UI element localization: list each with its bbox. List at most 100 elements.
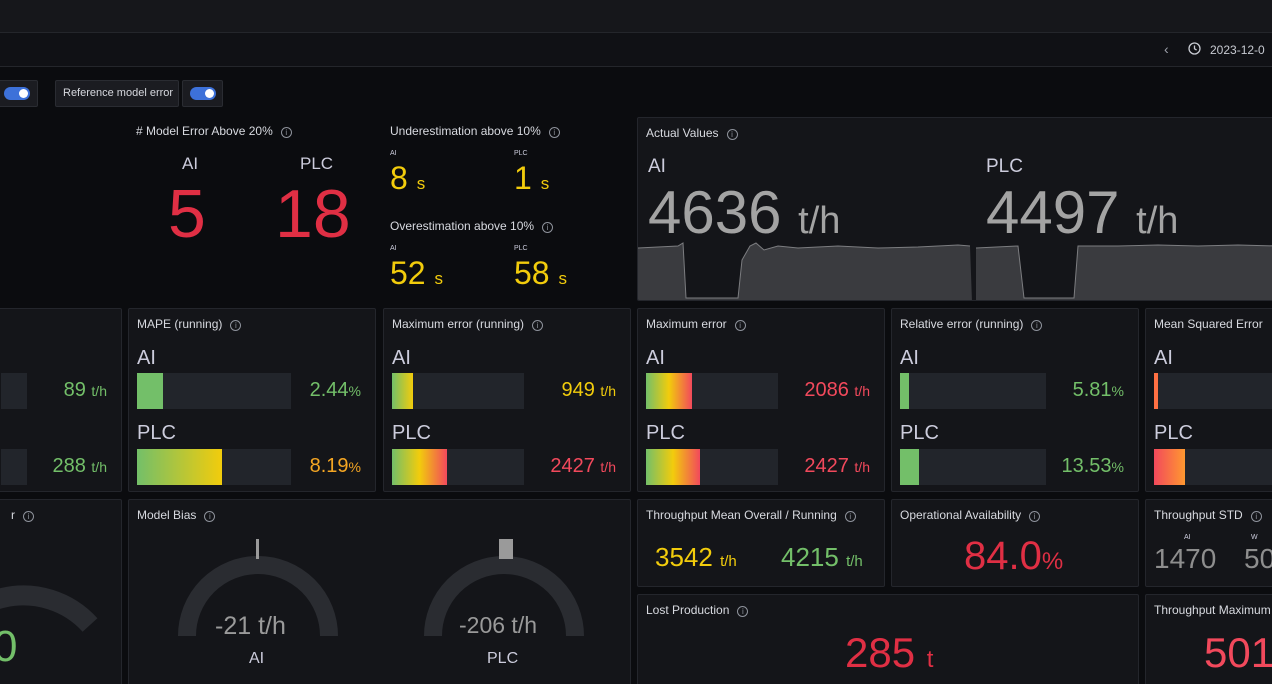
throughput-overall-value: 3542 t/h	[655, 542, 737, 572]
plc-bias-value: -206 t/h	[459, 612, 537, 638]
under-plc-value: 1 s	[514, 160, 550, 196]
re-ai-label: AI	[900, 347, 919, 369]
std-second-value: 50	[1244, 543, 1272, 574]
reference-error-toggle[interactable]	[182, 80, 223, 107]
mse-ai-label: AI	[1154, 347, 1173, 369]
mape-ai-value: 2.44%	[309, 379, 361, 401]
info-icon[interactable]: i	[548, 127, 560, 138]
over-ai-value: 52 s	[390, 255, 443, 291]
info-icon[interactable]: i	[737, 606, 749, 617]
mse-title: Mean Squared Error	[1154, 317, 1263, 331]
model-error-title: # Model Error Above 20% i	[136, 124, 292, 138]
mape-plc-bar	[137, 449, 222, 485]
actual-ai-label: AI	[648, 156, 666, 177]
mer-plc-label: PLC	[392, 422, 431, 444]
throughput-mean-panel: Throughput Mean Overall / Running i 3542 …	[637, 499, 885, 587]
relative-error-title: Relative error (running)	[900, 317, 1024, 331]
model-bias-panel: Model Bias i -21 t/h AI -206 t/h PLC	[128, 499, 631, 684]
mape-ai-label: AI	[137, 347, 156, 369]
info-icon[interactable]: i	[280, 127, 292, 138]
mse-panel: Mean Squared Error AI PLC	[1145, 308, 1272, 492]
me-plc-track	[646, 449, 778, 485]
info-icon[interactable]: i	[1250, 511, 1262, 522]
ai-bias-gauge	[178, 539, 338, 637]
throughput-std-title: Throughput STD	[1154, 508, 1243, 522]
left-ai-value: 89 t/h	[63, 379, 107, 401]
chevron-left-icon[interactable]: ‹	[1164, 41, 1169, 57]
relative-error-panel: Relative error (running) i AI 5.81% PLC 1…	[891, 308, 1139, 492]
availability-panel: Operational Availability i 84.0%	[891, 499, 1139, 587]
model-error-ai-label: AI	[182, 154, 199, 173]
max-error-running-panel: Maximum error (running) i AI 949 t/h PLC …	[383, 308, 631, 492]
info-icon[interactable]: i	[844, 511, 856, 522]
info-icon[interactable]: i	[23, 511, 34, 522]
toggle-switch[interactable]	[4, 87, 30, 100]
me-ai-value: 2086 t/h	[804, 379, 870, 401]
mape-ai-track	[137, 373, 291, 409]
mape-plc-track	[137, 449, 291, 485]
re-plc-value: 13.53%	[1061, 455, 1124, 477]
time-range-picker[interactable]: 2023-12-0	[1210, 43, 1265, 57]
plc-bias-label: PLC	[487, 650, 519, 667]
ai-bar-track	[1, 373, 27, 409]
me-plc-value: 2427 t/h	[804, 455, 870, 477]
me-ai-label: AI	[646, 347, 665, 369]
under-plc-label: PLC	[514, 150, 528, 157]
info-icon[interactable]: i	[532, 320, 544, 331]
toggle-switch[interactable]	[190, 87, 216, 100]
mape-panel: MAPE (running) i AI 2.44% PLC 8.19%	[128, 308, 376, 492]
throughput-max-title: Throughput Maximum	[1154, 603, 1271, 617]
top-navbar	[0, 0, 1272, 33]
model-error-plc-label: PLC	[300, 154, 334, 173]
max-error-title: Maximum error	[646, 317, 727, 331]
mer-plc-track	[392, 449, 524, 485]
std-second-label: W	[1251, 534, 1258, 541]
re-ai-bar	[900, 373, 909, 409]
info-icon[interactable]: i	[542, 222, 554, 233]
under-ai-label: AI	[390, 150, 397, 157]
actual-values-title: Actual Values i	[646, 126, 738, 140]
bar-gauge-panel-cut: 89 t/h 288 t/h	[0, 308, 122, 492]
variable-toggle-cut[interactable]	[0, 80, 38, 107]
actual-ai-value: 4636 t/h	[648, 179, 841, 246]
re-ai-value: 5.81%	[1072, 379, 1124, 401]
gauge-panel-cut: ri 0	[0, 499, 122, 684]
re-ai-track	[900, 373, 1046, 409]
mer-ai-track	[392, 373, 524, 409]
info-icon[interactable]: i	[734, 320, 746, 331]
mer-ai-value: 949 t/h	[561, 379, 616, 401]
info-icon[interactable]: i	[726, 129, 738, 140]
mape-plc-value: 8.19%	[309, 455, 361, 477]
clock-icon[interactable]	[1188, 42, 1201, 60]
max-error-panel: Maximum error i AI 2086 t/h PLC 2427 t/h	[637, 308, 885, 492]
mer-plc-value: 2427 t/h	[550, 455, 616, 477]
dashboard-toolbar: ‹ 2023-12-0	[0, 33, 1272, 67]
variable-label-reference-error: Reference model error	[55, 80, 179, 107]
ai-bias-value: -21 t/h	[215, 612, 286, 640]
underestimation-title: Underestimation above 10% i	[390, 124, 560, 138]
std-ai-label: AI	[1184, 534, 1191, 541]
max-error-running-title: Maximum error (running)	[392, 317, 525, 331]
actual-values-panel: Actual Values i AI PLC 4636 t/h 4497 t/h	[637, 117, 1272, 301]
lost-production-title: Lost Production	[646, 603, 730, 617]
model-error-ai-value: 5	[168, 176, 206, 252]
info-icon[interactable]: i	[204, 511, 216, 522]
me-plc-bar	[646, 449, 701, 485]
over-plc-label: PLC	[514, 245, 528, 252]
model-error-plc-value: 18	[275, 176, 351, 252]
gauge-arc-cut	[0, 585, 98, 632]
re-plc-bar	[900, 449, 919, 485]
actual-values-sparkline	[638, 242, 1272, 300]
std-ai-value: 1470	[1154, 543, 1217, 574]
info-icon[interactable]: i	[230, 320, 242, 331]
mse-plc-track	[1154, 449, 1272, 485]
mer-ai-bar	[392, 373, 414, 409]
throughput-max-value: 501	[1204, 629, 1272, 676]
left-plc-value: 288 t/h	[52, 455, 107, 477]
over-ai-label: AI	[390, 245, 397, 252]
model-bias-title: Model Bias	[137, 508, 197, 522]
info-icon[interactable]: i	[1031, 320, 1043, 331]
info-icon[interactable]: i	[1029, 511, 1041, 522]
me-plc-label: PLC	[646, 422, 685, 444]
mape-plc-label: PLC	[137, 422, 176, 444]
